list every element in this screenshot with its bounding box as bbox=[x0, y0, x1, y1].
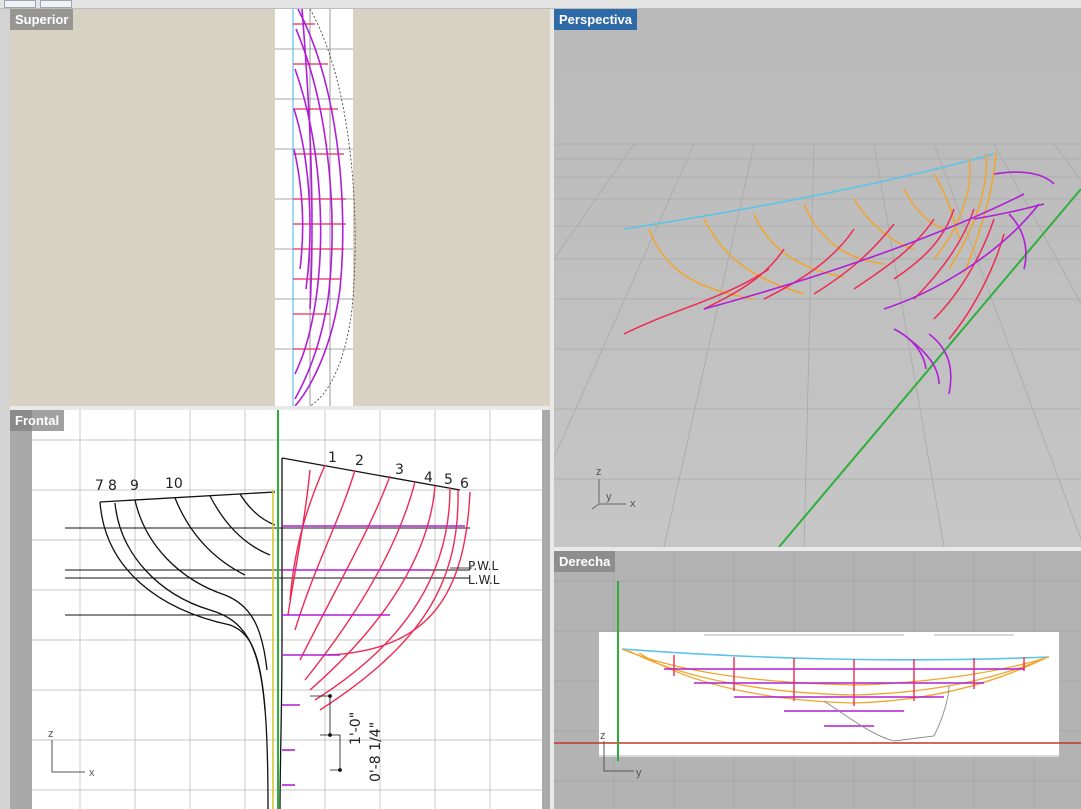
dimension-label-8in: 0'-8 1/4" bbox=[368, 722, 384, 782]
viewport-superior[interactable]: Superior bbox=[10, 9, 550, 406]
axis-label-z: z bbox=[596, 466, 602, 478]
axis-gizmo-right bbox=[603, 741, 634, 772]
axis-label-x-front: x bbox=[89, 767, 95, 779]
waterline-label-pwl: P.W.L bbox=[468, 559, 498, 573]
left-edge-bar bbox=[0, 9, 10, 809]
station-label-1: 1 bbox=[328, 450, 337, 466]
dimension-label-1ft: 1'-0" bbox=[348, 712, 364, 745]
viewport-splitter-right[interactable] bbox=[554, 547, 1081, 551]
viewport-title-superior[interactable]: Superior bbox=[10, 9, 74, 30]
axis-gizmo bbox=[591, 479, 626, 510]
viewport-title-frontal[interactable]: Frontal bbox=[10, 410, 65, 431]
axis-label-z-front: z bbox=[48, 728, 54, 740]
top-view-canvas bbox=[275, 9, 356, 406]
viewport-splitter-vertical[interactable] bbox=[550, 9, 554, 809]
toolbar-strip bbox=[0, 0, 1081, 9]
station-label-5: 5 bbox=[444, 472, 453, 488]
body-plan-sheet bbox=[32, 410, 542, 809]
station-label-4: 4 bbox=[424, 470, 433, 486]
y-axis-line bbox=[778, 188, 1081, 547]
station-label-7: 7 bbox=[95, 478, 104, 494]
axis-gizmo-front bbox=[51, 740, 85, 773]
axis-label-z-right: z bbox=[600, 730, 606, 742]
viewport-derecha[interactable]: Derecha bbox=[554, 551, 1081, 809]
station-label-10: 10 bbox=[165, 476, 183, 492]
axis-label-x: x bbox=[630, 498, 636, 510]
station-label-6: 6 bbox=[460, 476, 469, 492]
perspective-canvas: z y x bbox=[554, 9, 1081, 547]
viewport-frontal[interactable]: Frontal bbox=[10, 410, 550, 809]
viewport-perspectiva[interactable]: Perspectiva bbox=[554, 9, 1081, 547]
viewport-title-perspectiva[interactable]: Perspectiva bbox=[554, 9, 637, 30]
viewport-title-derecha[interactable]: Derecha bbox=[554, 551, 616, 572]
right-view-canvas: z y bbox=[554, 551, 1081, 809]
toolbar-button[interactable] bbox=[4, 0, 36, 8]
station-label-9: 9 bbox=[130, 478, 139, 494]
front-view-canvas: 1 2 3 4 5 6 7 8 9 10 P.W.L L.W.L 1'-0" 0… bbox=[32, 410, 542, 809]
axis-label-y-right: y bbox=[636, 767, 642, 779]
station-label-3: 3 bbox=[395, 462, 404, 478]
toolbar-button[interactable] bbox=[40, 0, 72, 8]
viewport-splitter-left[interactable] bbox=[10, 406, 550, 410]
waterline-label-lwl: L.W.L bbox=[468, 573, 500, 587]
station-label-2: 2 bbox=[355, 453, 364, 469]
station-label-8: 8 bbox=[108, 478, 117, 494]
axis-label-y: y bbox=[606, 491, 612, 503]
plan-sheet bbox=[275, 9, 353, 406]
